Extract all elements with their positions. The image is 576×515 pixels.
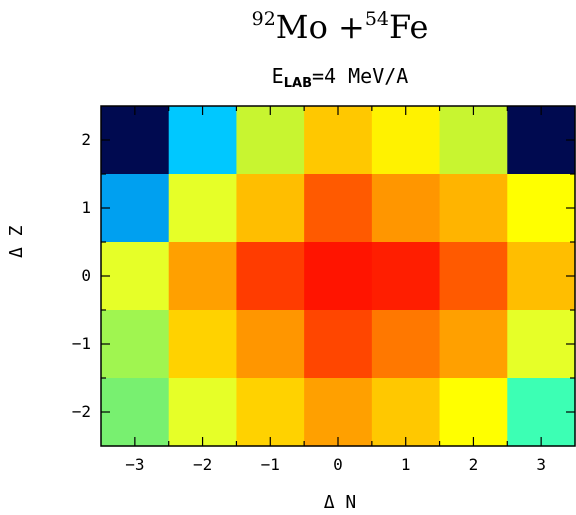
heatmap-cell — [236, 310, 305, 379]
heatmap-cell — [439, 310, 508, 379]
subtitle-rest: =4 MeV/A — [311, 64, 409, 88]
x-axis-label: Δ N — [323, 492, 357, 513]
y-tick-label: 2 — [81, 130, 91, 149]
subtitle-subscript: LAB — [283, 76, 312, 91]
heatmap-cell — [304, 174, 373, 243]
x-tick-label: −3 — [125, 455, 144, 474]
heatmap-cell — [101, 378, 170, 447]
heatmap-cell — [236, 106, 305, 175]
heatmap-cell — [168, 310, 238, 379]
y-tick-label: −1 — [72, 334, 91, 353]
heatmap-cell — [101, 310, 170, 379]
heatmap-cell — [236, 174, 305, 243]
heatmap-cell — [507, 242, 576, 311]
heatmap-cell — [371, 310, 441, 379]
heatmap-cell — [101, 242, 170, 311]
heatmap-cell — [304, 378, 373, 447]
title-mass-number-1: 92 — [251, 8, 276, 30]
heatmap-cell — [101, 174, 170, 243]
y-axis-label: Δ Z — [6, 225, 27, 258]
axis-ticks — [101, 106, 575, 446]
heatmap-cell — [371, 174, 441, 243]
heatmap-cell — [101, 106, 170, 175]
heatmap-cell — [236, 242, 305, 311]
heatmap-cell — [439, 242, 508, 311]
x-tick-label: −1 — [261, 455, 280, 474]
title-mass-number-2: 54 — [364, 8, 389, 30]
y-tick-label: 1 — [81, 198, 91, 217]
x-tick-label: 2 — [469, 455, 479, 474]
heatmap-cells — [101, 106, 576, 447]
heatmap-cell — [236, 378, 305, 447]
tick-labels: −3 −2 −1 0 1 2 3 2 1 0 −1 −2 — [72, 130, 546, 474]
heatmap-cell — [507, 378, 576, 447]
title-element-1: Mo + — [275, 8, 365, 46]
title-element-2: Fe — [389, 8, 429, 46]
x-tick-label: −2 — [193, 455, 212, 474]
chart-subtitle: ELAB=4 MeV/A — [150, 64, 530, 91]
y-tick-label: −2 — [72, 402, 91, 421]
x-tick-label: 3 — [536, 455, 546, 474]
heatmap-cell — [439, 106, 508, 175]
heatmap-cell — [304, 242, 373, 311]
subtitle-prefix: E — [271, 64, 284, 88]
heatmap-cell — [168, 106, 238, 175]
heatmap-cell — [168, 378, 238, 447]
chart-title: 92Mo +54Fe — [150, 8, 530, 46]
heatmap-cell — [371, 106, 441, 175]
heatmap-cell — [304, 106, 373, 175]
heatmap-cell — [507, 310, 576, 379]
heatmap-cell — [439, 378, 508, 447]
heatmap-cell — [507, 106, 576, 175]
heatmap-cell — [371, 242, 441, 311]
heatmap-cell — [168, 242, 238, 311]
heatmap-cell — [439, 174, 508, 243]
heatmap-cell — [507, 174, 576, 243]
heatmap-cell — [304, 310, 373, 379]
heatmap-cell — [371, 378, 441, 447]
heatmap-cell — [168, 174, 238, 243]
x-tick-label: 1 — [401, 455, 411, 474]
y-tick-label: 0 — [81, 266, 91, 285]
x-tick-label: 0 — [333, 455, 343, 474]
